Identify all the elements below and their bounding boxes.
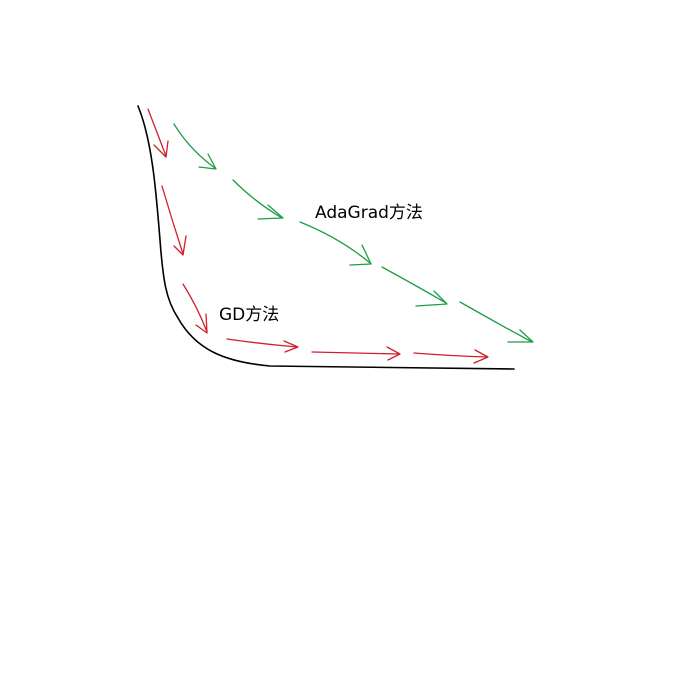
gd-arrow-5: [311, 346, 401, 361]
loss-curve: [137, 105, 515, 370]
adagrad-arrow-4: [381, 266, 448, 307]
gd-arrow-1: [147, 108, 169, 158]
adagrad-arrow-5: [459, 301, 534, 343]
gd-arrow-2: [161, 185, 187, 256]
adagrad-arrow-3: [299, 221, 372, 266]
gd-label: GD方法: [219, 305, 279, 325]
gd-arrow-4: [226, 338, 299, 353]
adagrad-arrow-1: [173, 123, 217, 170]
adagrad-label: AdaGrad方法: [315, 203, 423, 223]
adagrad-arrows: [173, 123, 534, 343]
adagrad-arrow-2: [232, 179, 284, 220]
gd-arrows: [147, 108, 489, 364]
gd-arrow-3: [182, 283, 208, 334]
gd-arrow-6: [413, 349, 489, 364]
